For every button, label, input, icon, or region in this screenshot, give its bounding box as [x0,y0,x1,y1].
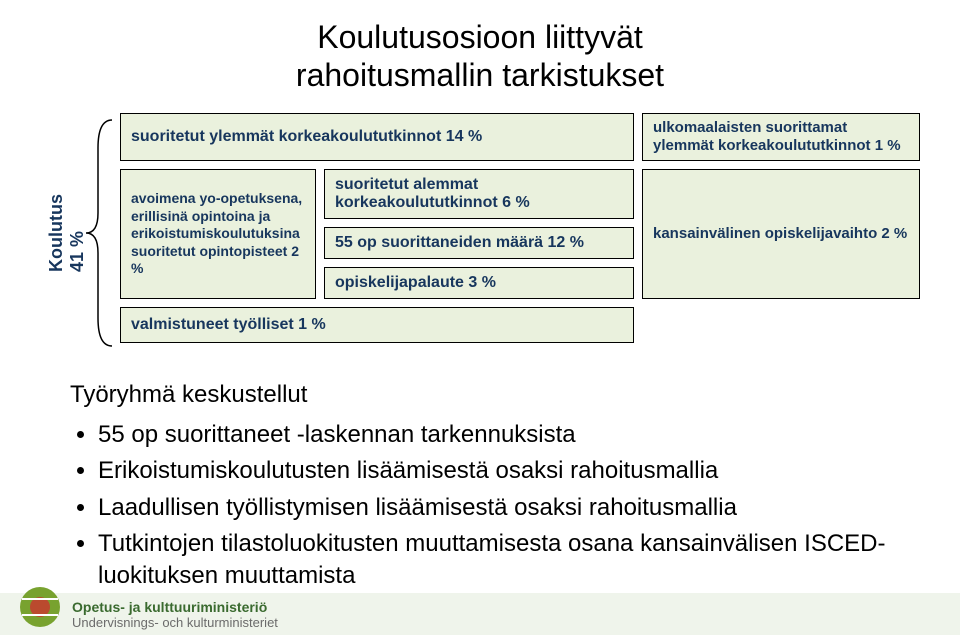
footer: Opetus- ja kulttuuriministeriö Undervisn… [0,579,960,635]
box-opiskelijapalaute: opiskelijapalaute 3 % [324,267,634,299]
boxes-grid: suoritetut ylemmät korkeakoulututkinnot … [120,113,920,353]
footer-bar: Opetus- ja kulttuuriministeriö Undervisn… [0,593,960,635]
box-text: suoritetut alemmat korkeakoulututkinnot … [335,176,623,212]
box-tyolliset: valmistuneet työlliset 1 % [120,307,634,343]
slide: Koulutusosioon liittyvät rahoitusmallin … [0,0,960,635]
row-3: valmistuneet työlliset 1 % [120,307,920,343]
side-label: Koulutus 41 % [46,194,88,272]
side-label-line1: Koulutus [46,194,66,272]
lead-text: Työryhmä keskustellut [70,381,920,409]
box-text: suoritetut ylemmät korkeakoulututkinnot … [131,128,482,146]
footer-sv: Undervisnings- och kulturministeriet [72,615,278,630]
footer-text: Opetus- ja kulttuuriministeriö Undervisn… [72,599,278,630]
bullet-list: 55 op suorittaneet -laskennan tarkennuks… [70,419,920,593]
box-text: avoimena yo-opetuksena, erillisinä opint… [131,190,305,278]
box-alemmat-tutkinnot: suoritetut alemmat korkeakoulututkinnot … [324,169,634,219]
box-avoimena: avoimena yo-opetuksena, erillisinä opint… [120,169,316,299]
row-1: suoritetut ylemmät korkeakoulututkinnot … [120,113,920,161]
list-item: 55 op suorittaneet -laskennan tarkennuks… [98,419,920,451]
title-line-1: Koulutusosioon liittyvät [317,19,643,55]
ministry-logo-icon [18,585,62,629]
list-item: Laadullisen työllistymisen lisäämisestä … [98,492,920,524]
title-line-2: rahoitusmallin tarkistukset [296,57,664,93]
box-ylemmat-tutkinnot: suoritetut ylemmät korkeakoulututkinnot … [120,113,634,161]
col-3: kansainvälinen opiskelijavaihto 2 % [642,169,920,299]
footer-fi: Opetus- ja kulttuuriministeriö [72,599,278,615]
list-item: Erikoistumiskoulutusten lisäämisestä osa… [98,455,920,487]
col-2: suoritetut alemmat korkeakoulututkinnot … [324,169,634,299]
box-text: valmistuneet työlliset 1 % [131,316,326,334]
brace-icon [84,118,114,348]
diagram: Koulutus 41 % suoritetut ylemmät korkeak… [40,113,920,353]
box-text: 55 op suorittaneiden määrä 12 % [335,234,584,252]
box-opiskelijavaihto: kansainvälinen opiskelijavaihto 2 % [642,169,920,299]
slide-title: Koulutusosioon liittyvät rahoitusmallin … [40,18,920,95]
box-text: ulkomaalaisten suorittamat ylemmät korke… [653,119,909,155]
row-2: avoimena yo-opetuksena, erillisinä opint… [120,169,920,299]
box-ulkomaalaisten: ulkomaalaisten suorittamat ylemmät korke… [642,113,920,161]
box-text: kansainvälinen opiskelijavaihto 2 % [653,225,907,243]
box-text: opiskelijapalaute 3 % [335,274,496,292]
box-55op: 55 op suorittaneiden määrä 12 % [324,227,634,259]
